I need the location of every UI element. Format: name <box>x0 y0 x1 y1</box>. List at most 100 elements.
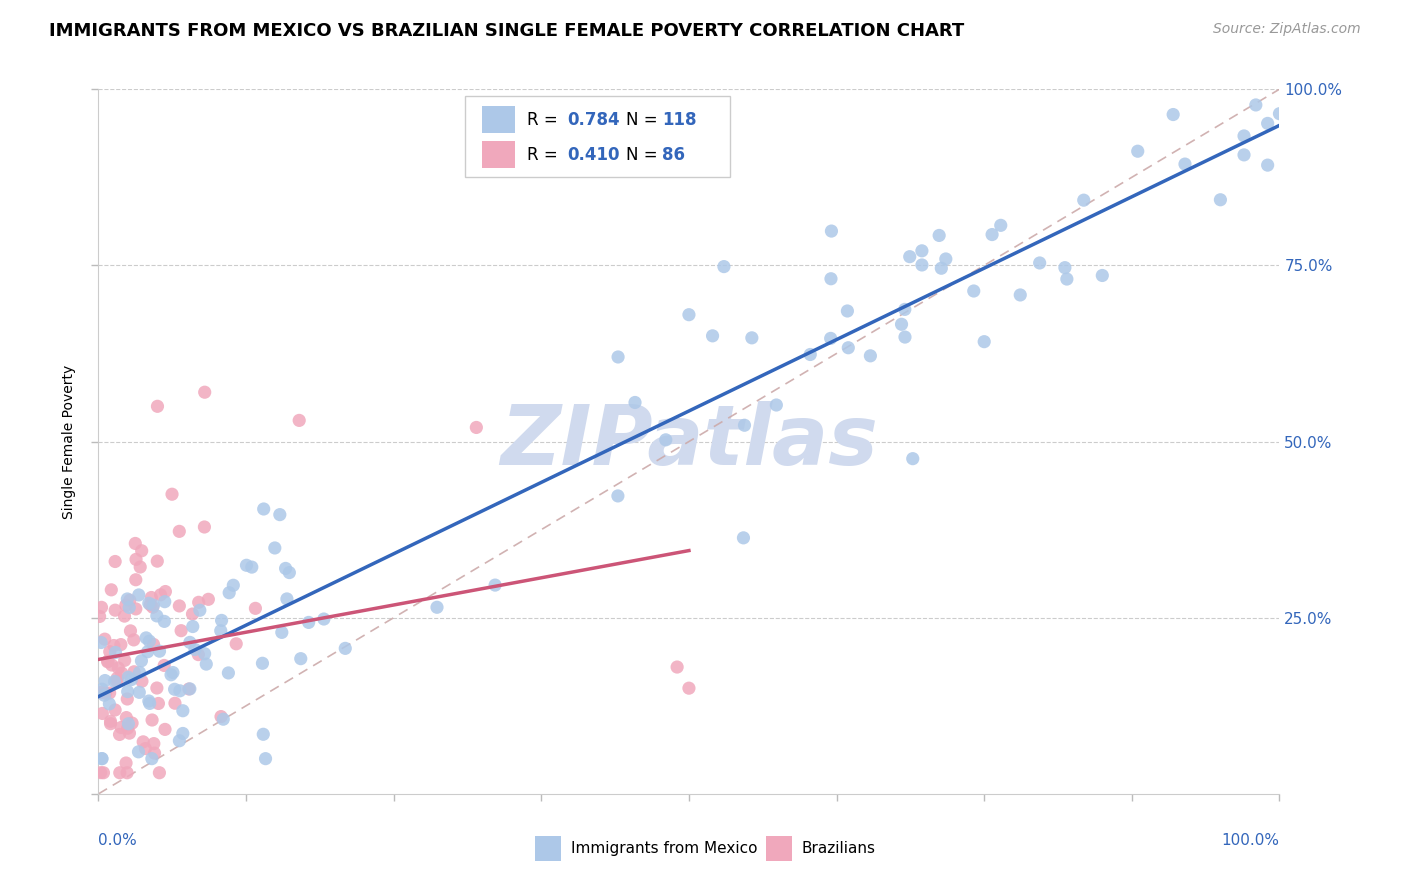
Bar <box>766 836 792 861</box>
Point <box>148 697 170 711</box>
Point <box>188 603 211 617</box>
Point <box>114 599 136 613</box>
Point <box>120 673 142 687</box>
Point <box>1233 128 1256 143</box>
Point <box>702 328 724 343</box>
Point <box>901 451 924 466</box>
Point <box>138 694 160 708</box>
Point <box>114 653 136 667</box>
Point <box>187 595 209 609</box>
Point <box>104 703 127 717</box>
Bar <box>482 141 516 168</box>
Point <box>128 588 150 602</box>
Point <box>163 682 186 697</box>
Point <box>179 681 201 696</box>
Point <box>765 398 787 412</box>
Point <box>118 593 141 607</box>
Text: R =: R = <box>527 111 564 128</box>
Text: 86: 86 <box>662 145 685 164</box>
Point <box>142 600 165 615</box>
Point <box>160 667 183 681</box>
Point <box>172 726 194 740</box>
Point <box>209 709 232 723</box>
Text: R =: R = <box>527 145 564 164</box>
Point <box>142 637 165 651</box>
Point <box>606 489 628 503</box>
Point <box>274 561 297 575</box>
Point <box>837 304 859 318</box>
Point <box>98 645 121 659</box>
Point <box>217 665 239 680</box>
Point <box>138 697 160 711</box>
Point <box>141 591 163 605</box>
Point <box>288 413 311 427</box>
Text: 0.0%: 0.0% <box>98 832 138 847</box>
Point <box>153 595 176 609</box>
Point <box>103 639 125 653</box>
Text: N =: N = <box>626 145 664 164</box>
Point <box>101 658 124 673</box>
Point <box>169 683 191 698</box>
Text: ZIPatlas: ZIPatlas <box>501 401 877 482</box>
Point <box>93 688 115 702</box>
Point <box>120 624 142 638</box>
Point <box>142 737 165 751</box>
Text: 0.784: 0.784 <box>567 111 620 128</box>
Point <box>928 228 950 243</box>
Point <box>131 654 153 668</box>
Point <box>820 271 842 285</box>
Point <box>108 727 131 741</box>
Point <box>254 751 277 765</box>
Point <box>94 686 117 700</box>
Point <box>135 631 157 645</box>
Point <box>209 624 232 638</box>
Point <box>97 654 120 668</box>
Point <box>105 674 128 689</box>
Point <box>141 751 163 765</box>
Point <box>117 692 139 706</box>
Point <box>125 602 148 616</box>
Point <box>1257 158 1279 172</box>
Point <box>131 543 153 558</box>
Point <box>799 347 821 361</box>
Point <box>678 308 700 322</box>
Point <box>143 746 166 760</box>
Point <box>160 487 183 501</box>
Point <box>169 599 191 613</box>
Text: Immigrants from Mexico: Immigrants from Mexico <box>571 840 758 855</box>
FancyBboxPatch shape <box>464 96 730 178</box>
Point <box>194 647 217 661</box>
Point <box>252 727 274 741</box>
Point <box>218 586 240 600</box>
Point <box>837 341 859 355</box>
Text: 100.0%: 100.0% <box>1222 832 1279 847</box>
Point <box>90 685 112 699</box>
Point <box>734 418 756 433</box>
Point <box>1073 193 1095 207</box>
Point <box>426 600 449 615</box>
Point <box>98 686 121 700</box>
Point <box>820 331 842 345</box>
Point <box>1233 148 1256 162</box>
Point <box>1257 116 1279 130</box>
Point <box>1010 288 1032 302</box>
Point <box>177 681 200 696</box>
Point <box>148 765 170 780</box>
Point <box>270 625 292 640</box>
Text: 0.410: 0.410 <box>567 145 620 164</box>
Point <box>138 596 160 610</box>
Point <box>146 554 169 568</box>
Point <box>97 655 120 669</box>
Point <box>138 634 160 648</box>
Point <box>111 665 134 680</box>
Point <box>169 524 191 539</box>
Point <box>104 554 127 568</box>
Point <box>894 302 917 317</box>
Point <box>93 765 115 780</box>
Point <box>134 741 156 756</box>
Point <box>290 651 312 665</box>
Text: Brazilians: Brazilians <box>801 840 875 855</box>
Point <box>193 520 215 534</box>
Point <box>981 227 1004 242</box>
Point <box>1268 106 1291 120</box>
